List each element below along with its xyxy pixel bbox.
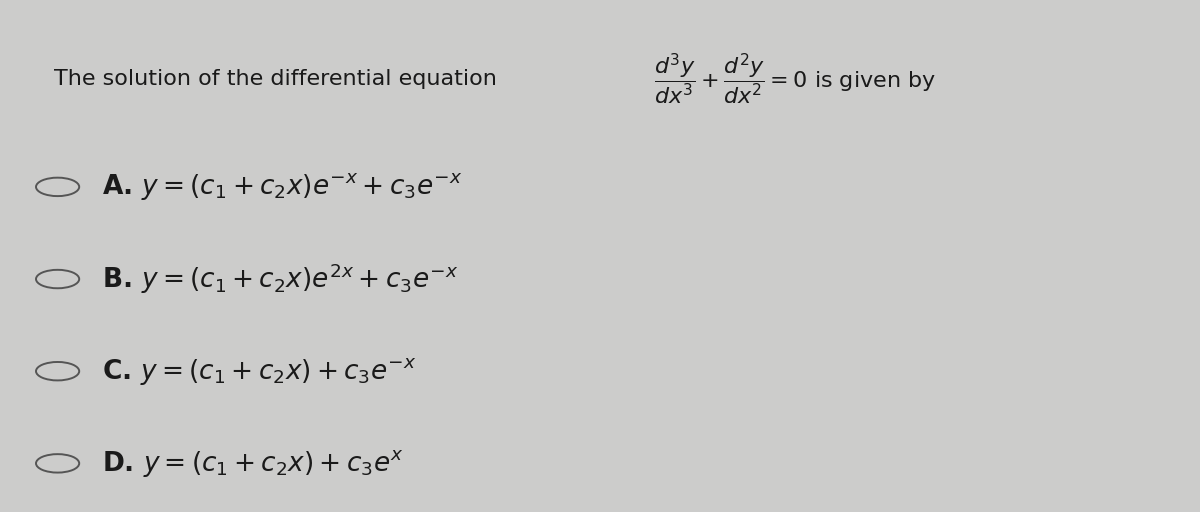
Text: $\dfrac{d^3y}{dx^3}+\dfrac{d^2y}{dx^2}=0$ is given by: $\dfrac{d^3y}{dx^3}+\dfrac{d^2y}{dx^2}=0… bbox=[654, 52, 936, 107]
Text: A. $y=(c_1+c_2x)e^{-x}+c_3e^{-x}$: A. $y=(c_1+c_2x)e^{-x}+c_3e^{-x}$ bbox=[102, 172, 462, 202]
Text: B. $y=(c_1+c_2x)e^{2x}+c_3e^{-x}$: B. $y=(c_1+c_2x)e^{2x}+c_3e^{-x}$ bbox=[102, 262, 458, 296]
Text: C. $y=(c_1+c_2x)+c_3e^{-x}$: C. $y=(c_1+c_2x)+c_3e^{-x}$ bbox=[102, 356, 416, 387]
Text: The solution of the differential equation: The solution of the differential equatio… bbox=[54, 69, 497, 90]
Text: D. $y=(c_1+c_2x)+c_3e^{x}$: D. $y=(c_1+c_2x)+c_3e^{x}$ bbox=[102, 448, 403, 479]
